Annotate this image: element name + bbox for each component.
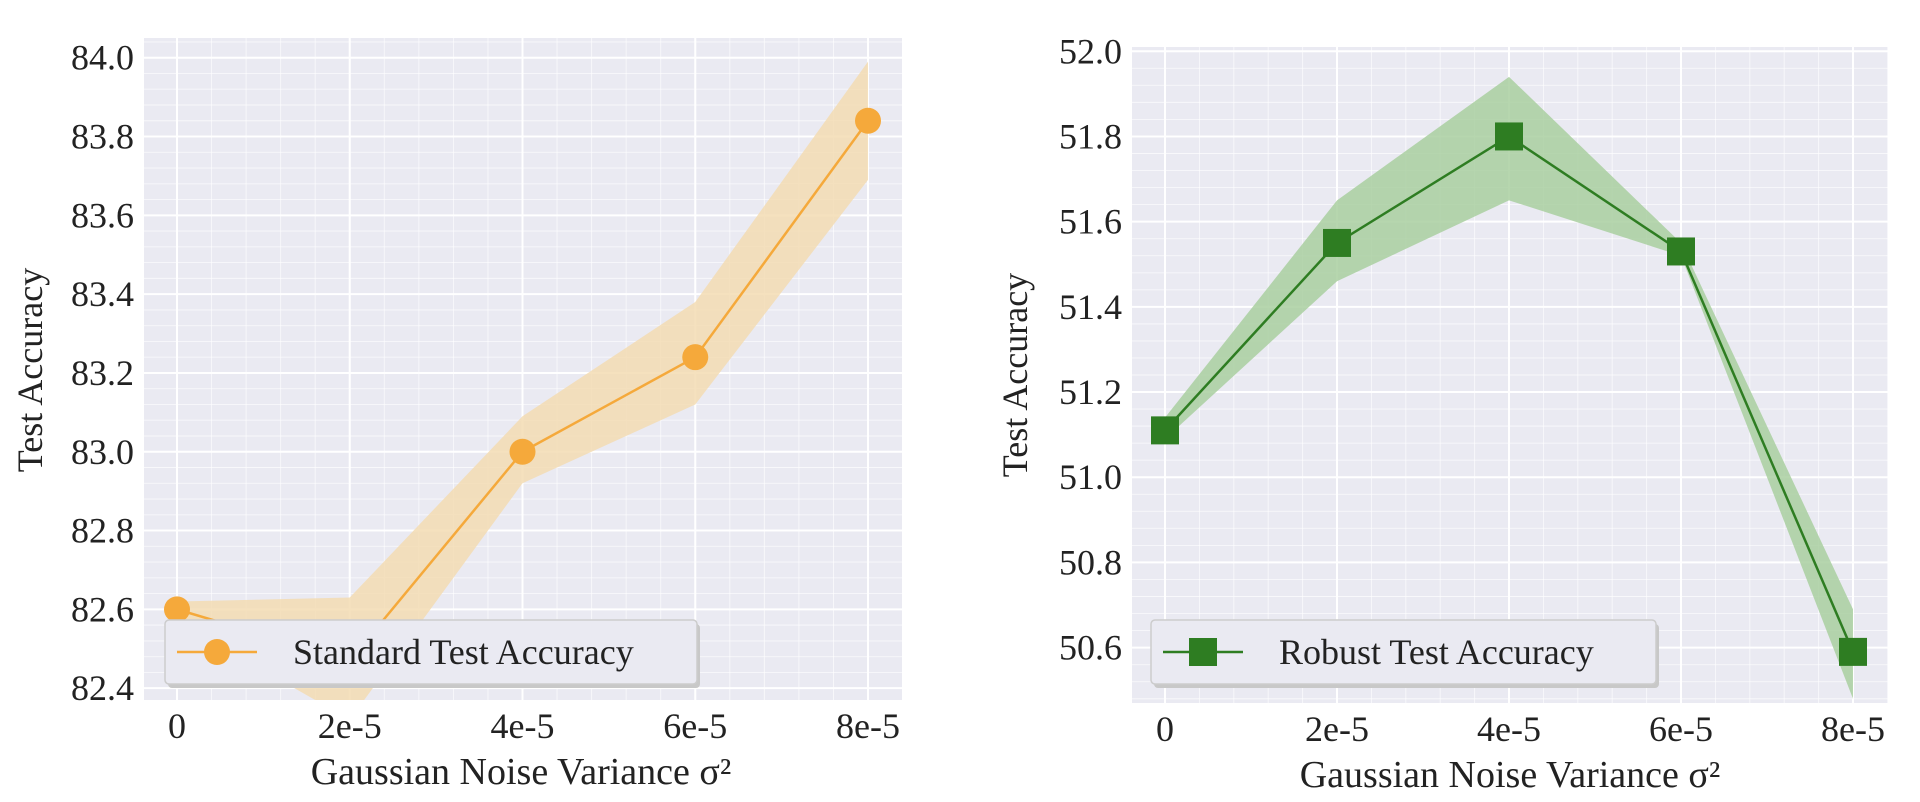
x-tick-label: 2e-5 [318,706,382,746]
y-tick-label: 83.8 [71,117,134,157]
legend-box [164,619,698,685]
y-tick-label: 82.8 [71,511,134,551]
y-tick-label: 83.2 [71,353,134,393]
legend-label: Standard Test Accuracy [293,632,634,672]
data-point [509,438,536,465]
x-tick-label: 0 [1156,709,1174,749]
x-tick-label: 0 [168,706,186,746]
y-tick-label: 84.0 [71,38,134,78]
legend: Robust Test Accuracy [1150,619,1659,688]
right-chart-panel: 50.6 50.8 51.0 51.2 51.4 51.6 51.8 52.0 0 2e-5 4e-… [995,31,1888,796]
data-point [1667,237,1695,266]
data-point [164,596,190,623]
x-axis-label: Gaussian Noise Variance σ² [1300,754,1721,796]
x-tick-label: 4e-5 [1477,709,1541,749]
legend-label: Robust Test Accuracy [1279,632,1594,672]
x-tick-label: 8e-5 [836,706,900,746]
x-tick-label: 6e-5 [663,706,727,746]
legend-marker [1189,638,1217,666]
data-point [682,344,709,371]
x-tick-label: 2e-5 [1305,709,1369,749]
y-tick-label: 50.6 [1059,628,1122,668]
left-chart-panel: 82.4 82.6 82.8 83.0 83.2 83.4 83.6 83.8 84.0 0 2e-… [10,38,902,793]
y-tick-label: 83.0 [71,432,134,472]
y-tick-label: 51.2 [1059,372,1122,412]
y-tick-label: 51.4 [1059,287,1122,327]
y-tick-label: 50.8 [1059,542,1122,582]
y-axis-label: Test Accuracy [995,273,1035,477]
data-point [855,107,881,134]
data-point [1495,122,1523,151]
y-tick-label: 83.4 [71,274,134,314]
y-axis-label: Test Accuracy [10,268,50,472]
x-tick-label: 4e-5 [491,706,555,746]
legend-marker [204,639,230,665]
y-tick-label: 52.0 [1059,31,1122,71]
y-tick-label: 51.0 [1059,457,1122,497]
y-tick-label: 51.8 [1059,116,1122,156]
data-point [1151,416,1179,445]
x-tick-label: 8e-5 [1821,709,1885,749]
y-tick-label: 51.6 [1059,202,1122,242]
y-tick-label: 82.4 [71,668,134,708]
legend: Standard Test Accuracy [164,619,700,688]
y-tick-label: 83.6 [71,195,134,235]
x-axis-label: Gaussian Noise Variance σ² [311,751,732,793]
y-tick-label: 82.6 [71,589,134,629]
series-group [1151,76,1867,699]
data-point [1323,228,1351,257]
x-tick-label: 6e-5 [1649,709,1713,749]
data-point [1839,637,1867,666]
legend-box [1150,619,1657,685]
